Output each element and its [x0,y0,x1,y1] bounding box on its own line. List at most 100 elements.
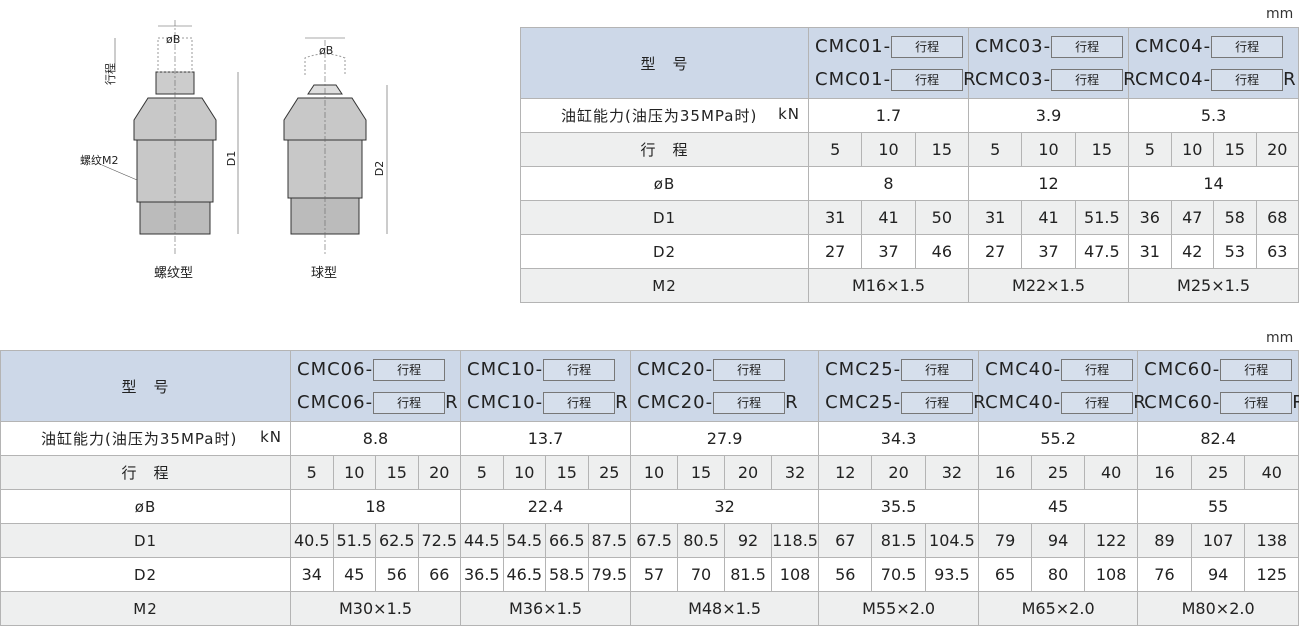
d2-value: 46.5 [502,557,547,592]
model-header: 型 号 [0,350,291,422]
model-code: CMC04- 行程 [1129,30,1298,63]
d2-value: 53 [1213,234,1257,269]
d1-value: 80.5 [677,523,726,558]
header-row: 型 号 CMC01- 行程 CMC01- 行程 R CMC03- 行程 CMC03- 行程 R CMC… [520,27,1299,99]
model-code: CMC03- 行程 R [969,63,1136,96]
force-value: 3.9 [968,98,1130,133]
stroke-value: 5 [807,132,863,167]
d1-label: D1 [0,523,291,558]
d2-label: D2 [520,234,809,269]
model-prefix: CMC04- [1135,69,1212,90]
force-label: 油缸能力(油压为35MPa时) kN [0,421,291,456]
stroke-value: 25 [587,455,632,490]
m2-value: M65×2.0 [978,591,1139,626]
force-value: 5.3 [1128,98,1299,133]
d1-value: 31 [807,200,863,235]
diameter-label-ball: øB [319,44,334,57]
stroke-value: 10 [630,455,679,490]
model-code: CMC60- 行程 [1138,353,1298,386]
stroke-value: 10 [861,132,916,167]
d2-value: 63 [1255,234,1299,269]
d2-value: 56 [375,557,419,592]
force-label: 油缸能力(油压为35MPa时) kN [520,98,809,133]
stroke-value: 15 [1074,132,1130,167]
d2-value: 125 [1244,557,1299,592]
force-text: 油缸能力(油压为35MPa时) [561,107,758,125]
d1-row: D1 40.5 51.5 62.5 72.5 44.5 54.5 66.5 87.5 67.5 80… [0,523,1299,558]
model-code: CMC25- 行程 R [819,386,986,419]
d1-value: 67.5 [630,523,679,558]
d1-label: D1 [225,150,239,167]
stroke-placeholder-box: 行程 [1211,69,1284,91]
bore-value: 18 [289,489,462,524]
d1-value: 62.5 [375,523,419,558]
stroke-value: 20 [1255,132,1299,167]
d1-row: D1 31 41 50 31 41 51.5 36 47 58 68 [520,200,1299,235]
stroke-placeholder-box: 行程 [1220,392,1293,414]
model-header: 型 号 [520,27,809,99]
ball-suffix: R [1133,392,1147,413]
model-code: CMC01- 行程 [809,30,968,63]
stroke-value: 5 [290,455,334,490]
d2-value: 34 [290,557,334,592]
bore-value: 22.4 [460,489,632,524]
d2-value: 79.5 [587,557,632,592]
d1-value: 89 [1137,523,1192,558]
stroke-value: 5 [1128,132,1172,167]
d2-value: 56 [818,557,873,592]
stroke-value: 40 [1244,455,1299,490]
spec-table-large: 型 号 CMC06- 行程 CMC06- 行程 R CMC10- 行程 CMC10- 行程 R CMC… [0,350,1299,626]
model-code: CMC20- 行程 [631,353,818,386]
d1-value: 94 [1031,523,1086,558]
bore-value: 55 [1137,489,1299,524]
force-value: 82.4 [1137,421,1299,456]
bore-value: 32 [630,489,820,524]
stroke-placeholder-box: 行程 [891,69,964,91]
m2-value: M55×2.0 [818,591,980,626]
model-prefix: CMC03- [975,69,1052,90]
stroke-value: 10 [502,455,547,490]
model-prefix: CMC20- [637,359,714,380]
stroke-placeholder-box: 行程 [373,359,446,381]
stroke-value: 20 [724,455,773,490]
d1-value: 31 [968,200,1023,235]
model-code: CMC40- 行程 [979,353,1137,386]
d2-value: 81.5 [724,557,773,592]
d1-value: 40.5 [290,523,334,558]
model-code: CMC10- 行程 [461,353,630,386]
model-code: CMC03- 行程 [969,30,1128,63]
d1-value: 41 [1021,200,1076,235]
stroke-placeholder-box: 行程 [1220,359,1293,381]
d2-value: 108 [1084,557,1139,592]
model-cell: CMC20- 行程 CMC20- 行程 R [630,350,820,422]
stroke-placeholder-box: 行程 [373,392,446,414]
stroke-value: 20 [417,455,462,490]
stroke-value: 10 [1021,132,1076,167]
d1-value: 72.5 [417,523,462,558]
threaded-type-caption: 螺纹型 [154,266,194,281]
d1-value: 138 [1244,523,1299,558]
d2-value: 42 [1170,234,1215,269]
bore-value: 14 [1128,166,1299,201]
force-value: 1.7 [807,98,970,133]
d2-value: 36.5 [460,557,504,592]
stroke-placeholder-box: 行程 [1051,69,1124,91]
force-value: 27.9 [630,421,820,456]
m2-label: M2 [0,591,291,626]
stroke-placeholder-box: 行程 [713,359,786,381]
d2-value: 80 [1031,557,1086,592]
model-code: CMC40- 行程 R [979,386,1146,419]
bore-value: 45 [978,489,1139,524]
stroke-value: 15 [914,132,970,167]
d2-value: 46 [914,234,970,269]
d1-value: 47 [1170,200,1215,235]
stroke-value: 5 [460,455,504,490]
model-cell: CMC25- 行程 CMC25- 行程 R [818,350,986,422]
bore-value: 35.5 [818,489,980,524]
model-cell: CMC04- 行程 CMC04- 行程 R [1128,27,1299,99]
stroke-value: 20 [871,455,926,490]
model-cell: CMC40- 行程 CMC40- 行程 R [978,350,1146,422]
model-prefix: CMC40- [985,359,1062,380]
stroke-value: 40 [1084,455,1139,490]
